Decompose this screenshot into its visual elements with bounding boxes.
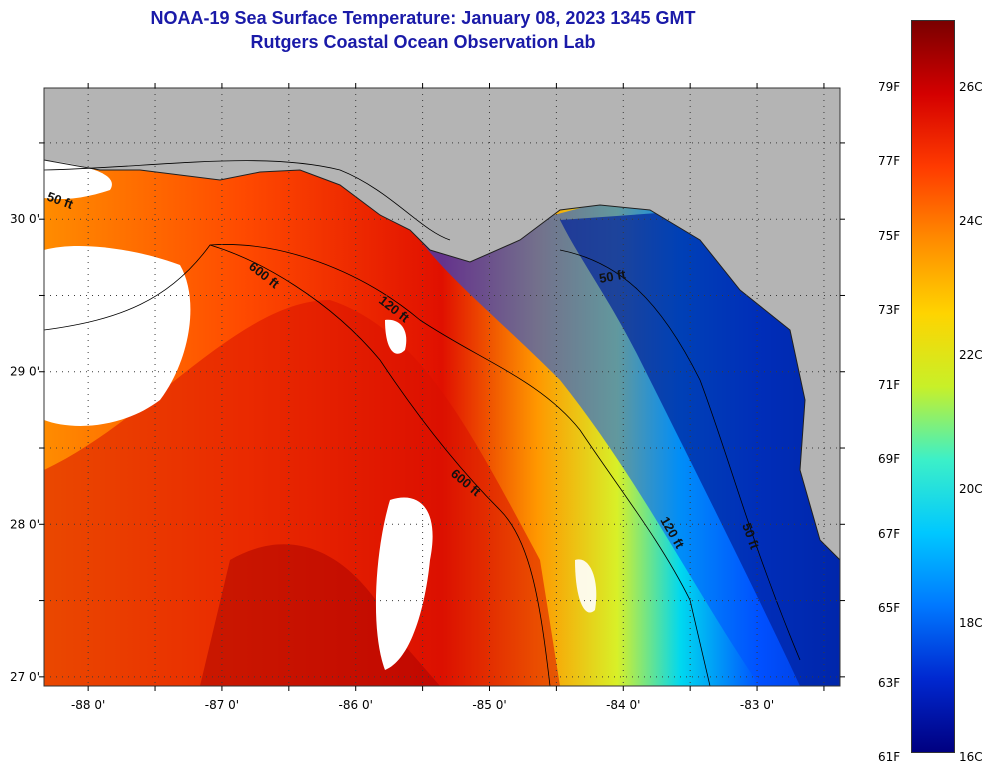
map-frame (43, 87, 841, 687)
colorbar-label-f: 75F (878, 228, 901, 243)
cloud-patch (44, 245, 191, 426)
colorbar-label-f: 69F (878, 452, 901, 467)
lat-tick-label: 27 0' (10, 670, 40, 684)
graticule (44, 88, 840, 686)
lat-tick-label: 28 0' (10, 517, 40, 531)
lat-tick-label: 29 0' (10, 365, 40, 379)
colorbar-label-c: 20C (959, 482, 983, 496)
colorbar-label-f: 73F (878, 303, 901, 318)
temperature-colorbar (911, 20, 955, 753)
colorbar-label-c: 26C (959, 80, 983, 94)
lon-tick-label: -88 0' (71, 698, 105, 712)
map-subtitle: Rutgers Coastal Ocean Observation Lab (250, 32, 596, 52)
land-mass (44, 88, 840, 560)
colorbar-label-c: 24C (959, 214, 983, 228)
lon-tick-label: -84 0' (606, 698, 640, 712)
cloud-patch (375, 497, 433, 670)
colorbar-label-f: 67F (878, 526, 901, 541)
lon-tick-label: -87 0' (205, 698, 239, 712)
lon-tick-label: -83 0' (740, 698, 774, 712)
colorbar-label-f: 61F (878, 750, 901, 764)
colorbar-label-f: 63F (878, 675, 901, 690)
axis-ticks (39, 83, 845, 691)
contour-label-50ft: 50 ft (598, 266, 628, 286)
colorbar-label-c: 16C (959, 750, 983, 764)
contour-600ft (209, 244, 551, 686)
colorbar-label-c: 18C (959, 616, 983, 630)
colorbar-label-c: 22C (959, 348, 983, 362)
contour-120ft (44, 244, 711, 686)
cloud-patch (385, 319, 407, 354)
cold-nearshore-water (560, 200, 840, 686)
map-plot-area: 50 ft 600 ft 120 ft 50 ft 600 ft 120 ft … (44, 88, 840, 686)
colorbar-label-f: 79F (878, 80, 901, 94)
contour-50ft (44, 160, 801, 661)
colorbar-label-f: 65F (878, 601, 901, 616)
map-title: NOAA-19 Sea Surface Temperature: January… (150, 8, 696, 28)
cloud-patch (575, 559, 597, 613)
axis-tick-labels: -88 0' -87 0' -86 0' -85 0' -84 0' -83 0' 30 0… (10, 212, 774, 712)
warm-core-region (44, 300, 560, 686)
colorbar-label-f: 71F (878, 377, 901, 392)
coastline (44, 159, 840, 561)
lat-tick-label: 30 0' (10, 212, 40, 226)
lon-tick-label: -85 0' (472, 698, 506, 712)
lon-tick-label: -86 0' (339, 698, 373, 712)
colorbar-label-f: 77F (878, 154, 901, 169)
